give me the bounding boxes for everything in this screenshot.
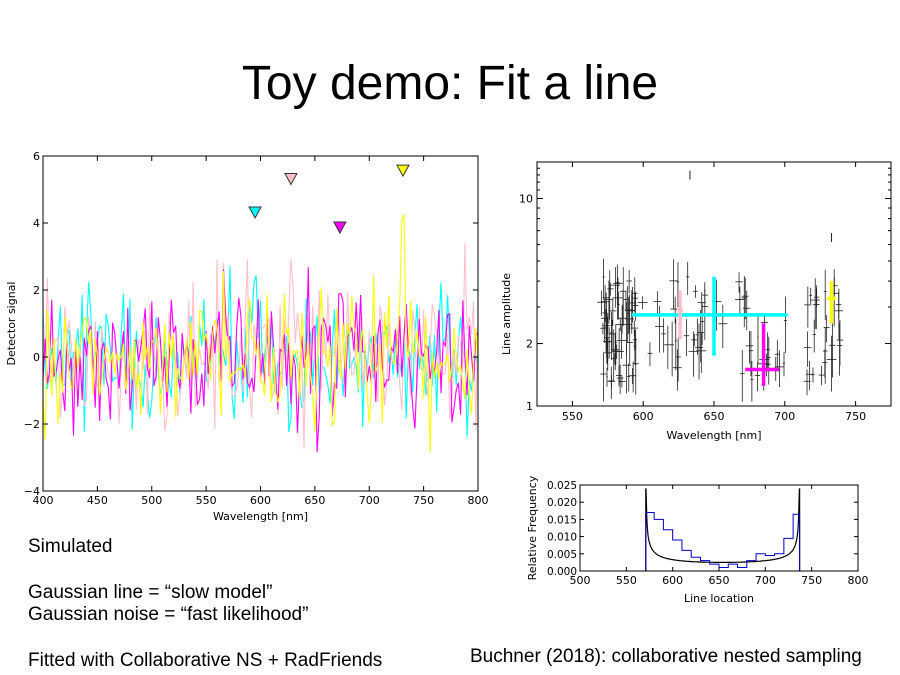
y-axis-label: Line amplitude [500, 273, 513, 355]
x-tick-label: 700 [359, 494, 380, 507]
x-tick-label: 450 [87, 494, 108, 507]
y-tick-label: 0.025 [547, 480, 577, 492]
x-tick-label: 650 [704, 410, 725, 423]
x-tick-label: 650 [709, 574, 730, 587]
y-tick-label: 0.020 [547, 497, 577, 509]
x-tick-label: 800 [848, 574, 869, 587]
line-marker-pink [284, 172, 298, 186]
x-tick-label: 700 [774, 410, 795, 423]
x-tick-label: 600 [662, 574, 683, 587]
y-tick-label: 0.010 [547, 532, 577, 544]
x-tick-label: 650 [304, 494, 325, 507]
y-axis-label: Relative Frequency [526, 475, 539, 580]
x-tick-label: 750 [845, 410, 866, 423]
x-tick-label: 400 [33, 494, 54, 507]
y-tick-label: 10 [519, 193, 533, 206]
chart1-plot [42, 164, 479, 453]
slide-title: Toy demo: Fit a line [241, 57, 659, 110]
caption-line-4: Gaussian noise = “fast likelihood” [28, 604, 309, 625]
y-tick-label: −4 [24, 485, 40, 498]
expected-density-curve [645, 488, 800, 564]
y-tick-label: −2 [24, 418, 40, 431]
y-tick-label: 0.005 [547, 549, 577, 561]
x-tick-label: 750 [801, 574, 822, 587]
y-tick-label: 2 [526, 338, 533, 351]
y-tick-label: 0.015 [547, 514, 577, 526]
x-tick-label: 500 [141, 494, 162, 507]
x-axis-label: Wavelength [nm] [213, 510, 308, 523]
x-tick-label: 800 [468, 494, 489, 507]
caption-line-6: Fitted with Collaborative NS + RadFriend… [28, 650, 383, 671]
x-axis-label: Wavelength [nm] [666, 429, 761, 442]
x-tick-label: 600 [250, 494, 271, 507]
y-tick-label: 1 [526, 400, 533, 413]
x-tick-label: 700 [755, 574, 776, 587]
chart3-frame [579, 484, 859, 572]
x-tick-label: 550 [196, 494, 217, 507]
y-tick-label: 6 [33, 150, 40, 163]
signal-series-cyan [42, 265, 479, 437]
y-axis-label: Detector signal [5, 282, 18, 366]
chart2-plot [597, 170, 844, 402]
caption-line-3: Gaussian line = “slow model” [28, 582, 273, 603]
y-tick-label: 4 [33, 217, 40, 230]
y-tick-label: 0.000 [547, 566, 577, 578]
citation: Buchner (2018): collaborative nested sam… [470, 646, 862, 667]
y-tick-label: 2 [33, 284, 40, 297]
x-axis-label: Line location [684, 592, 754, 605]
x-tick-label: 750 [413, 494, 434, 507]
line-marker-yellow [396, 164, 410, 178]
x-tick-label: 550 [562, 410, 583, 423]
x-tick-label: 500 [570, 574, 591, 587]
histogram-bars [645, 512, 801, 571]
caption-line-1: Simulated [28, 536, 113, 557]
line-marker-magenta [333, 221, 347, 235]
x-tick-label: 550 [616, 574, 637, 587]
chart3-plot [645, 488, 801, 571]
y-tick-label: 0 [33, 351, 40, 364]
signal-series-yellow [42, 214, 479, 453]
x-tick-label: 600 [633, 410, 654, 423]
line-marker-cyan [248, 206, 262, 219]
